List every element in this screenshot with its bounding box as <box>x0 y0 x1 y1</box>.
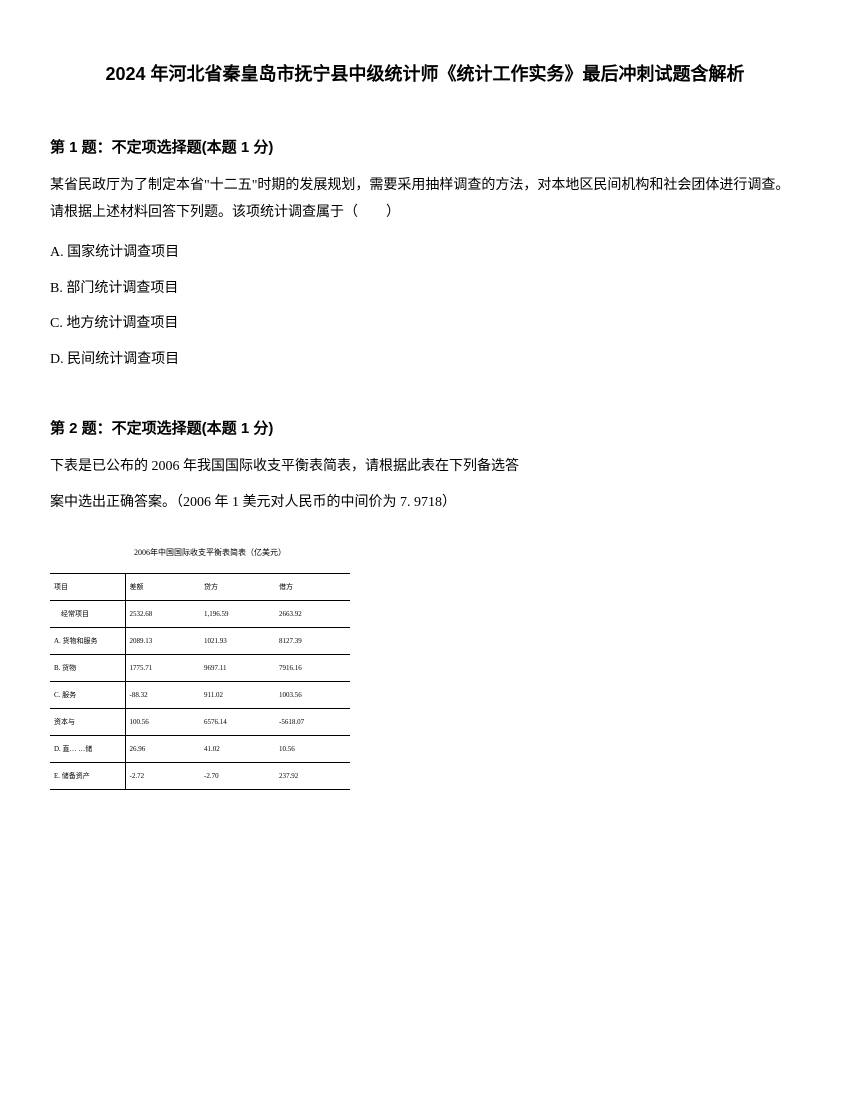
q1-option-c: C. 地方统计调查项目 <box>50 307 800 341</box>
table-cell: 经常项目 <box>50 600 125 627</box>
header-cell: 项目 <box>50 573 125 600</box>
table-cell: 9697.11 <box>200 654 275 681</box>
q2-text-1: 下表是已公布的 2006 年我国国际收支平衡表简表，请根据此表在下列备选答 <box>50 454 800 481</box>
table-cell: 2089.13 <box>125 627 200 654</box>
table-cell: -5618.07 <box>275 708 350 735</box>
balance-table: 项目 差额 贷方 借方 经常项目 2532.68 1,196.59 2663.9… <box>50 573 350 790</box>
q1-option-b: B. 部门统计调查项目 <box>50 272 800 306</box>
table-cell: 10.56 <box>275 735 350 762</box>
table-row: C. 服务 -88.32 911.02 1003.56 <box>50 681 350 708</box>
table-cell: 7916.16 <box>275 654 350 681</box>
table-header-row: 项目 差额 贷方 借方 <box>50 573 350 600</box>
table-cell: 8127.39 <box>275 627 350 654</box>
table-cell: -88.32 <box>125 681 200 708</box>
table-cell: -2.72 <box>125 762 200 789</box>
q1-option-d: D. 民间统计调查项目 <box>50 343 800 377</box>
question-1: 第 1 题：不定项选择题(本题 1 分) 某省民政厅为了制定本省"十二五"时期的… <box>50 136 800 377</box>
table-title: 2006年中国国际收支平衡表简表（亿美元） <box>50 547 350 558</box>
table-cell: A. 货物和服务 <box>50 627 125 654</box>
table-row: D. 直… …储 26.96 41.02 10.56 <box>50 735 350 762</box>
q2-text-2: 案中选出正确答案。（2006 年 1 美元对人民币的中间价为 7. 9718） <box>50 490 800 517</box>
table-cell: E. 储备资产 <box>50 762 125 789</box>
table-container: 2006年中国国际收支平衡表简表（亿美元） 项目 差额 贷方 借方 经常项目 2… <box>50 547 350 790</box>
q2-header: 第 2 题：不定项选择题(本题 1 分) <box>50 417 800 438</box>
header-cell: 差额 <box>125 573 200 600</box>
table-row: 经常项目 2532.68 1,196.59 2663.92 <box>50 600 350 627</box>
page-title: 2024 年河北省秦皇岛市抚宁县中级统计师《统计工作实务》最后冲刺试题含解析 <box>50 60 800 86</box>
table-cell: D. 直… …储 <box>50 735 125 762</box>
header-cell: 借方 <box>275 573 350 600</box>
q1-text: 某省民政厅为了制定本省"十二五"时期的发展规划，需要采用抽样调查的方法，对本地区… <box>50 173 800 226</box>
table-cell: 1003.56 <box>275 681 350 708</box>
table-cell: 1021.93 <box>200 627 275 654</box>
table-cell: 1775.71 <box>125 654 200 681</box>
table-cell: 6576.14 <box>200 708 275 735</box>
table-cell: 911.02 <box>200 681 275 708</box>
table-cell: 237.92 <box>275 762 350 789</box>
table-cell: -2.70 <box>200 762 275 789</box>
table-cell: 26.96 <box>125 735 200 762</box>
table-cell: 2663.92 <box>275 600 350 627</box>
header-cell: 贷方 <box>200 573 275 600</box>
table-cell: 2532.68 <box>125 600 200 627</box>
table-cell: 41.02 <box>200 735 275 762</box>
table-cell: C. 服务 <box>50 681 125 708</box>
table-cell: 100.56 <box>125 708 200 735</box>
table-row: B. 货物 1775.71 9697.11 7916.16 <box>50 654 350 681</box>
table-cell: B. 货物 <box>50 654 125 681</box>
table-row: 资本与 100.56 6576.14 -5618.07 <box>50 708 350 735</box>
table-row: E. 储备资产 -2.72 -2.70 237.92 <box>50 762 350 789</box>
table-cell: 1,196.59 <box>200 600 275 627</box>
table-cell: 资本与 <box>50 708 125 735</box>
q1-option-a: A. 国家统计调查项目 <box>50 236 800 270</box>
table-row: A. 货物和服务 2089.13 1021.93 8127.39 <box>50 627 350 654</box>
q1-header: 第 1 题：不定项选择题(本题 1 分) <box>50 136 800 157</box>
question-2: 第 2 题：不定项选择题(本题 1 分) 下表是已公布的 2006 年我国国际收… <box>50 417 800 790</box>
